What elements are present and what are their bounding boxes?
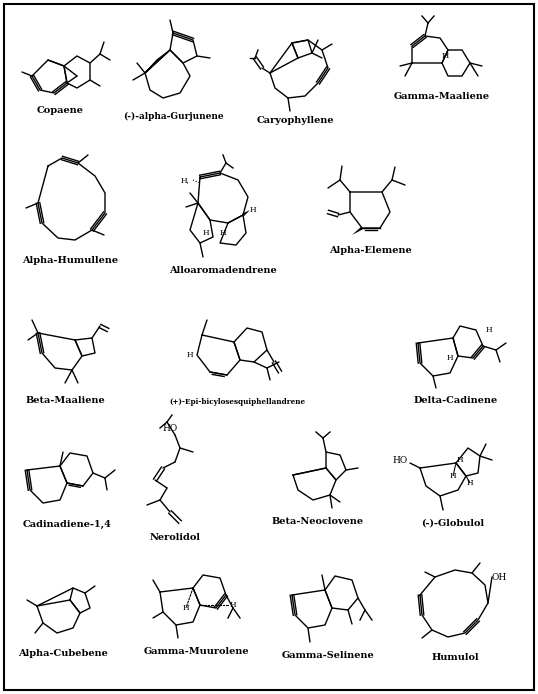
Text: (-)-alpha-Gurjunene: (-)-alpha-Gurjunene [123,112,223,121]
Polygon shape [352,227,363,235]
Text: Copaene: Copaene [37,105,83,115]
Text: Cadinadiene-1,4: Cadinadiene-1,4 [23,520,111,529]
Text: HO: HO [393,455,408,464]
Text: (+)-Epi-bicylosesquiphellandrene: (+)-Epi-bicylosesquiphellandrene [169,398,305,406]
Text: H: H [220,229,226,237]
Text: Gamma-Muurolene: Gamma-Muurolene [143,648,249,657]
Text: Alpha-Humullene: Alpha-Humullene [22,255,118,264]
Text: Caryophyllene: Caryophyllene [256,115,334,124]
Text: H: H [450,472,456,480]
Text: H: H [183,604,189,612]
Text: Gamma-Maaliene: Gamma-Maaliene [394,92,490,101]
Text: H: H [441,52,449,60]
Text: Beta-Maaliene: Beta-Maaliene [25,396,105,405]
Text: H,: H, [181,176,190,184]
Text: Delta-Cadinene: Delta-Cadinene [414,396,498,405]
Text: H: H [187,351,193,359]
Text: (-)-Globulol: (-)-Globulol [421,518,485,527]
Text: H: H [230,601,237,609]
Text: H: H [447,354,454,362]
Text: Beta-Neoclovene: Beta-Neoclovene [272,518,364,527]
Text: Alpha-Cubebene: Alpha-Cubebene [18,648,108,657]
Text: H: H [457,456,463,464]
Text: H: H [203,229,209,237]
Text: Alloaromadendrene: Alloaromadendrene [169,266,277,275]
Polygon shape [242,210,250,217]
Text: H: H [466,479,473,487]
Text: Humulol: Humulol [431,652,479,661]
Text: Nerolidol: Nerolidol [150,534,201,543]
Text: OH: OH [492,573,507,582]
Text: Gamma-Selinene: Gamma-Selinene [281,650,374,659]
Text: HO: HO [162,423,178,432]
Text: H: H [250,206,257,214]
Text: H: H [486,326,493,334]
Text: Alpha-Elemene: Alpha-Elemene [329,246,412,255]
